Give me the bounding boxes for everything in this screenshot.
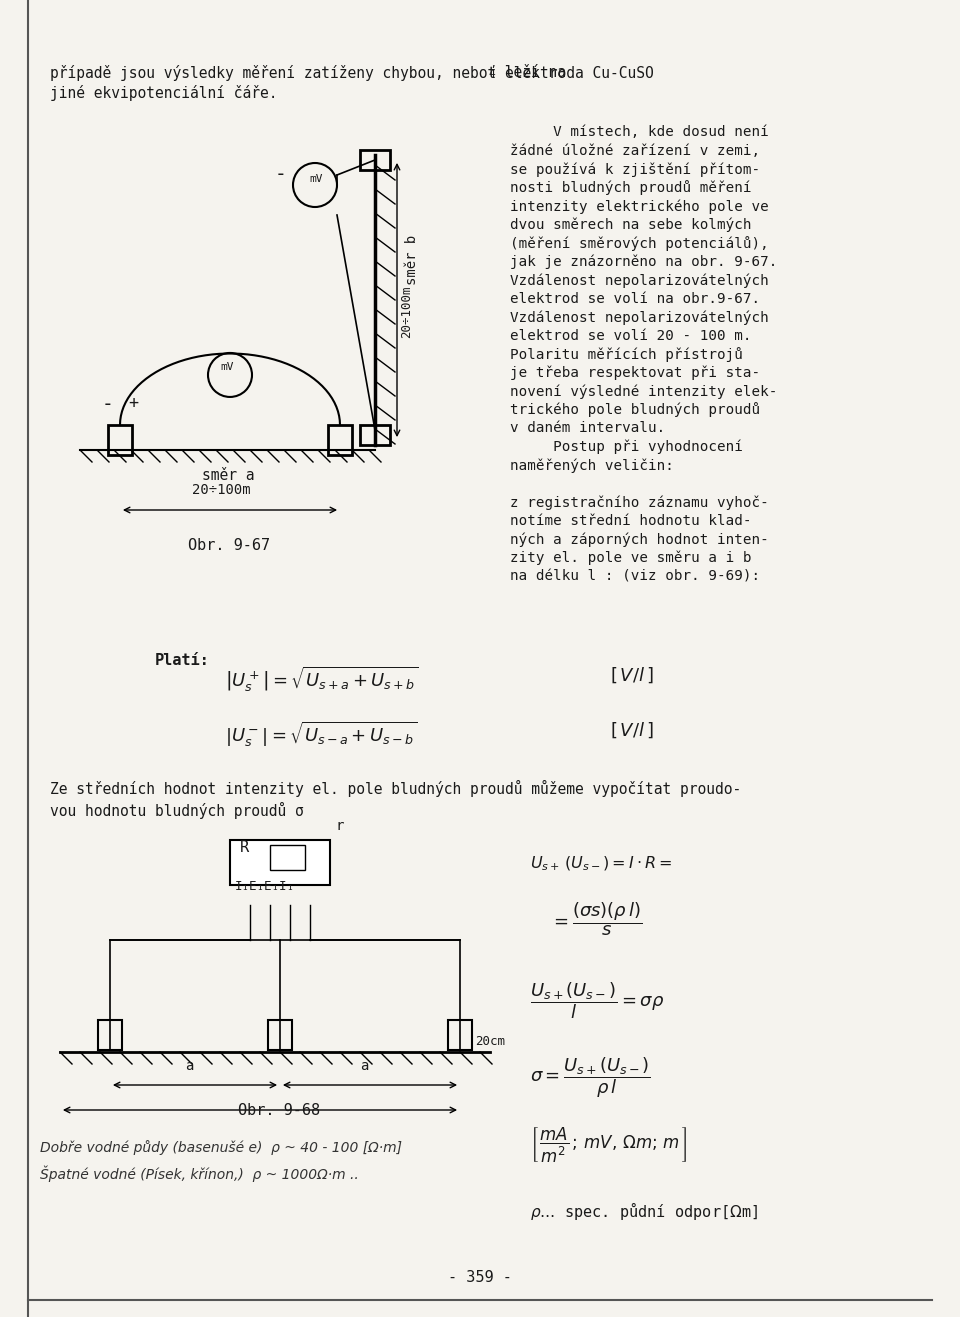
Text: elektrod se volí 20 - 100 m.: elektrod se volí 20 - 100 m. (510, 328, 752, 342)
Bar (360, 150, 390, 170)
Text: v daném intervalu.: v daném intervalu. (510, 421, 665, 435)
Text: směr b: směr b (405, 234, 419, 286)
Text: a: a (360, 1059, 369, 1073)
Text: 20cm: 20cm (475, 1035, 505, 1048)
Text: $= \dfrac{(\sigma s)(\rho\,l)}{s}$: $= \dfrac{(\sigma s)(\rho\,l)}{s}$ (550, 900, 642, 938)
Text: je třeba respektovat při sta-: je třeba respektovat při sta- (510, 366, 760, 381)
Text: jak je znázorněno na obr. 9-67.: jak je znázorněno na obr. 9-67. (510, 254, 778, 269)
Bar (108, 425, 132, 454)
Text: případě jsou výsledky měření zatíženy chybou, neboť elektroda Cu-CuSO: případě jsou výsledky měření zatíženy ch… (50, 65, 654, 82)
Text: Vzdálenost nepolarizovátelných: Vzdálenost nepolarizovátelných (510, 273, 769, 287)
Text: $\dfrac{U_{s+}(U_{s-})}{l} = \sigma\rho$: $\dfrac{U_{s+}(U_{s-})}{l} = \sigma\rho$ (530, 980, 664, 1021)
Text: mV: mV (220, 362, 233, 371)
Text: nosti bludných proudů měření: nosti bludných proudů měření (510, 180, 752, 195)
Text: Dobře vodné půdy (basenušé e)  ρ ~ 40 - 100 [Ω·m]: Dobře vodné půdy (basenušé e) ρ ~ 40 - 1… (40, 1141, 402, 1155)
Circle shape (208, 353, 252, 396)
Text: zity el. pole ve směru a i b: zity el. pole ve směru a i b (510, 551, 752, 565)
Text: $\left[\,V/l\,\right]$: $\left[\,V/l\,\right]$ (610, 665, 654, 685)
Text: - 359 -: - 359 - (448, 1270, 512, 1285)
Text: ných a záporných hodnot inten-: ných a záporných hodnot inten- (510, 532, 769, 547)
Text: 20÷100m: 20÷100m (192, 483, 251, 497)
Text: Obr. 9-67: Obr. 9-67 (188, 539, 270, 553)
Text: notíme střední hodnotu klad-: notíme střední hodnotu klad- (510, 514, 752, 528)
Text: $\left[\,V/l\,\right]$: $\left[\,V/l\,\right]$ (610, 720, 654, 740)
Text: -: - (102, 395, 113, 414)
Text: $\left|U_s^+\right| = \sqrt{U_{s+a} + U_{s+b}}$: $\left|U_s^+\right| = \sqrt{U_{s+a} + U_… (225, 665, 419, 694)
Text: $\sigma = \dfrac{U_{s+}(U_{s-})}{\rho\,l}$: $\sigma = \dfrac{U_{s+}(U_{s-})}{\rho\,l… (530, 1055, 651, 1100)
Bar (268, 1019, 292, 1050)
Text: Vzdálenost nepolarizovátelných: Vzdálenost nepolarizovátelných (510, 309, 769, 324)
Text: trického pole bludných proudů: trického pole bludných proudů (510, 403, 760, 417)
Bar (230, 840, 330, 885)
Text: $\left|U_s^-\right| = \sqrt{U_{s-a} + U_{s-b}}$: $\left|U_s^-\right| = \sqrt{U_{s-a} + U_… (225, 720, 418, 749)
Text: naměřených veličin:: naměřených veličin: (510, 458, 674, 473)
Text: +: + (128, 394, 138, 412)
Bar (98, 1019, 122, 1050)
Text: Ze středních hodnot intenzity el. pole bludných proudů můžeme vypočítat proudo-: Ze středních hodnot intenzity el. pole b… (50, 780, 741, 797)
Text: z registračního záznamu vyhoč-: z registračního záznamu vyhoč- (510, 495, 769, 510)
Text: 4: 4 (488, 68, 495, 79)
Text: Špatné vodné (Písek, křínon,)  ρ ~ 1000Ω·m ..: Špatné vodné (Písek, křínon,) ρ ~ 1000Ω·… (40, 1166, 359, 1183)
Text: Obr. 9-68: Obr. 9-68 (238, 1104, 320, 1118)
Text: 20÷100m: 20÷100m (400, 284, 413, 337)
Text: I₁E₁E₁I₁: I₁E₁E₁I₁ (235, 880, 295, 893)
Text: žádné úložné zařízení v zemi,: žádné úložné zařízení v zemi, (510, 144, 760, 158)
Text: Platí:: Platí: (155, 653, 209, 668)
Text: $U_{s+}\,(U_{s-}) = I \cdot R =$: $U_{s+}\,(U_{s-}) = I \cdot R =$ (530, 855, 672, 873)
Text: na délku l : (viz obr. 9-69):: na délku l : (viz obr. 9-69): (510, 569, 769, 583)
Text: $\left[\,\dfrac{mA}{m^2}\,;\,mV,\,\Omega m;\,m\,\right]$: $\left[\,\dfrac{mA}{m^2}\,;\,mV,\,\Omega… (530, 1125, 687, 1164)
Text: r: r (335, 819, 344, 832)
Text: směr a: směr a (202, 468, 254, 483)
Text: R: R (240, 840, 250, 855)
Text: leží na: leží na (496, 65, 566, 80)
Text: se používá k zjištění přítom-: se používá k zjištění přítom- (510, 162, 760, 176)
Bar (360, 425, 390, 445)
Text: -: - (275, 165, 287, 184)
Text: mV: mV (309, 174, 323, 184)
Text: V místech, kde dosud není: V místech, kde dosud není (510, 125, 769, 140)
Text: $\rho\ldots$ spec. půdní odpor[$\Omega$m]: $\rho\ldots$ spec. půdní odpor[$\Omega$m… (530, 1200, 758, 1222)
Text: Postup při vyhodnocení: Postup při vyhodnocení (510, 440, 743, 454)
Text: elektrod se volí na obr.9-67.: elektrod se volí na obr.9-67. (510, 291, 760, 306)
Text: a: a (185, 1059, 193, 1073)
Text: vou hodnotu bludných proudů σ: vou hodnotu bludných proudů σ (50, 802, 303, 819)
Text: dvou směrech na sebe kolmých: dvou směrech na sebe kolmých (510, 217, 752, 232)
Bar (328, 425, 352, 454)
Text: (měření směrových potenciálů),: (měření směrových potenciálů), (510, 236, 769, 252)
Text: jiné ekvipotenciální čáře.: jiné ekvipotenciální čáře. (50, 86, 277, 101)
Text: Polaritu měřících přístrojů: Polaritu měřících přístrojů (510, 346, 743, 362)
Bar (270, 846, 305, 871)
Text: novení výsledné intenzity elek-: novení výsledné intenzity elek- (510, 385, 778, 399)
Bar (448, 1019, 472, 1050)
Text: intenzity elektrického pole ve: intenzity elektrického pole ve (510, 199, 769, 213)
